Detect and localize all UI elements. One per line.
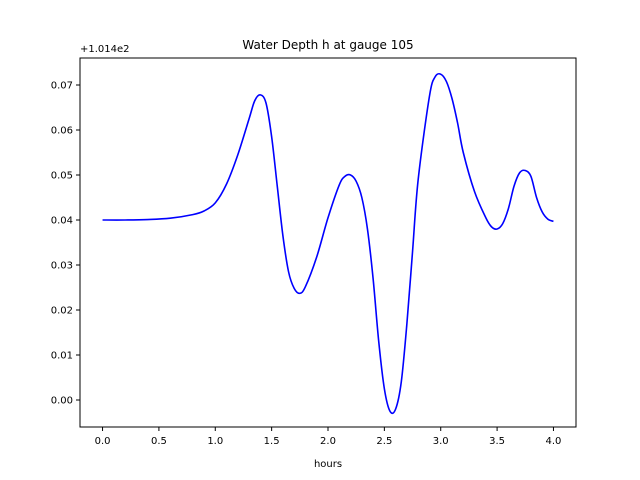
y-tick-label: 0.01 (51, 351, 73, 362)
series-line-0 (102, 72, 554, 415)
x-tick-label: 3.5 (489, 436, 505, 447)
x-tick-label: 4.0 (546, 436, 562, 447)
y-tick-label: 0.00 (51, 396, 73, 407)
y-tick-label: 0.04 (51, 216, 73, 227)
x-tick-label: 1.5 (264, 436, 280, 447)
x-tick-label: 0.0 (95, 436, 111, 447)
x-axis-label: hours (314, 459, 342, 470)
x-tick-label: 1.0 (207, 436, 223, 447)
x-tick-label: 3.0 (433, 436, 449, 447)
y-offset-text: +1.014e2 (80, 44, 130, 55)
y-tick-label: 0.07 (51, 81, 73, 92)
y-tick-label: 0.05 (51, 171, 73, 182)
y-tick-label: 0.03 (51, 261, 73, 272)
x-tick-label: 2.5 (376, 436, 392, 447)
y-tick-label: 0.06 (51, 126, 73, 137)
x-tick-label: 0.5 (151, 436, 167, 447)
x-tick-label: 2.0 (320, 436, 336, 447)
plot-frame (79, 57, 577, 428)
ticks: 0.0 0.5 1.0 1.5 2.0 2.5 3.0 3.5 4.0 0.00 0.01 0.02 0… (51, 81, 562, 448)
chart-title: Water Depth h at gauge 105 (242, 38, 413, 52)
series-layer (102, 72, 554, 415)
y-tick-label: 0.02 (51, 306, 73, 317)
